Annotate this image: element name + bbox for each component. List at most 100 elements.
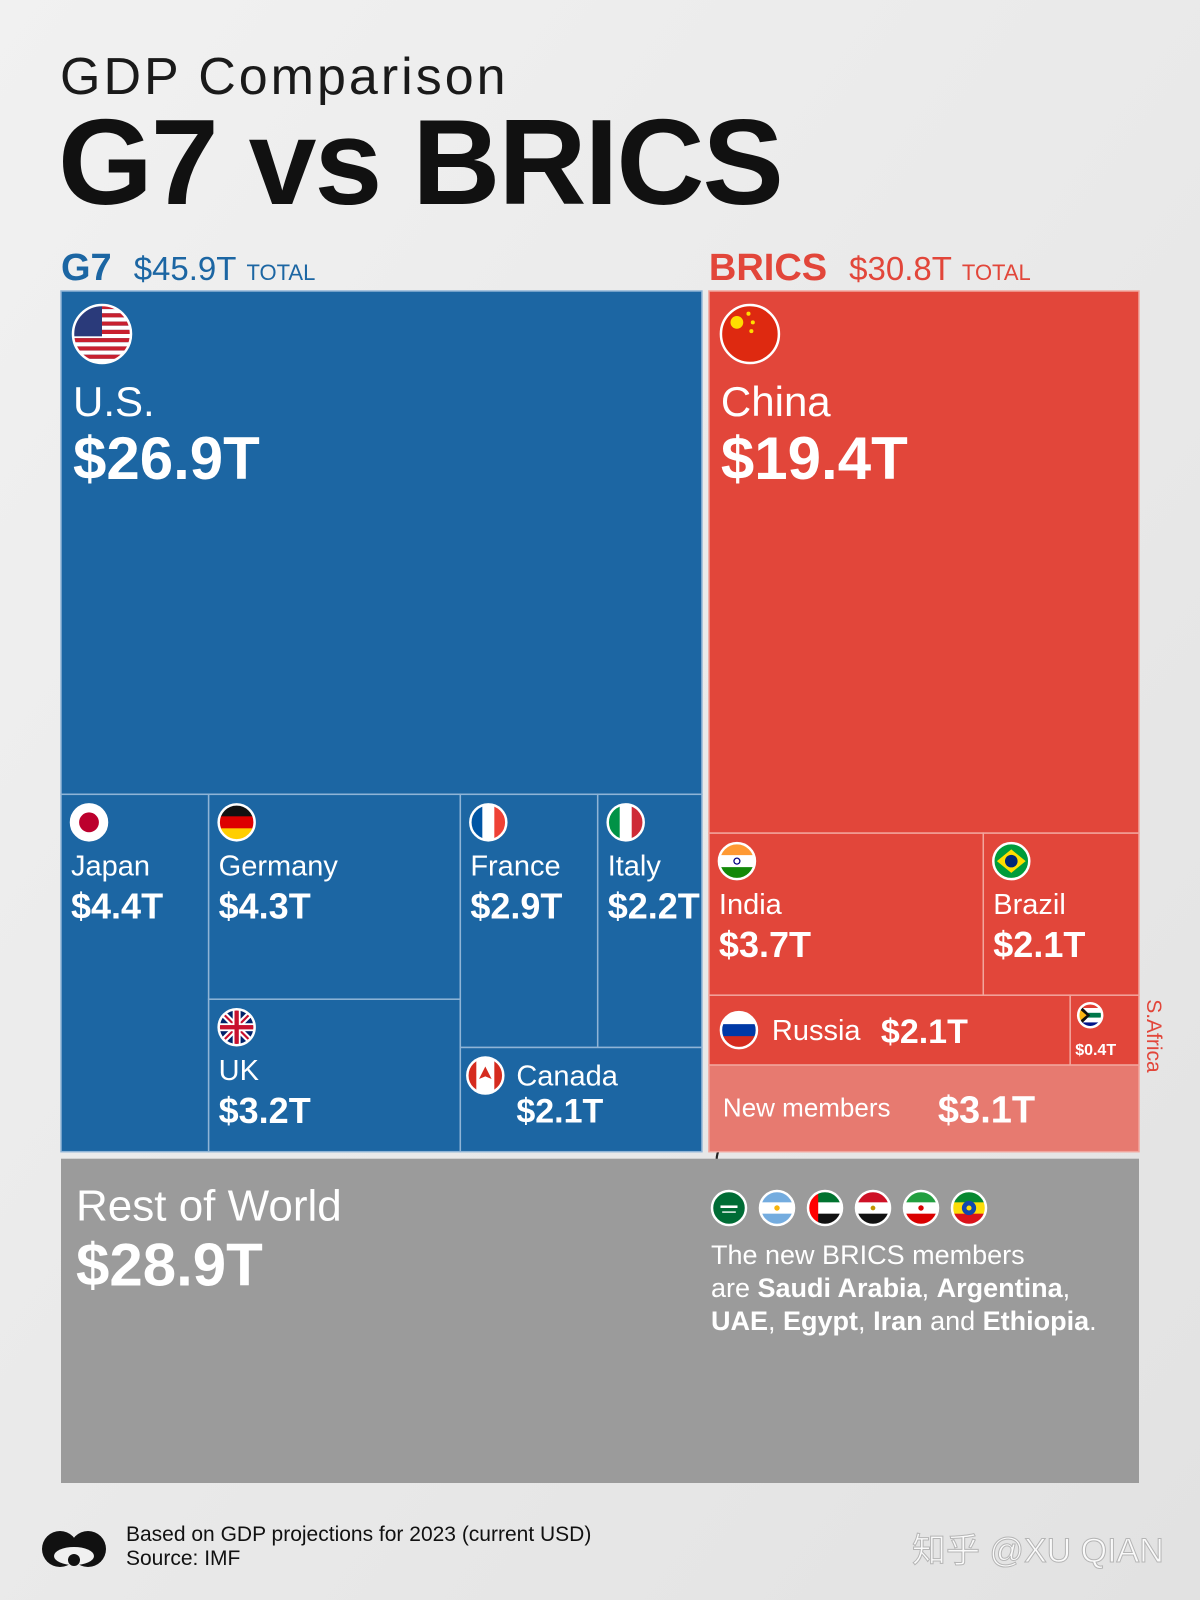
cell-value: $2.1T — [516, 1092, 603, 1130]
flag — [904, 1191, 938, 1225]
cell-value: $2.2T — [608, 885, 700, 926]
footnote: Based on GDP projections for 2023 (curre… — [126, 1523, 591, 1546]
subtitle: GDP Comparison — [60, 48, 509, 106]
cell-value: $2.9T — [470, 885, 562, 926]
flag-part — [760, 1191, 794, 1203]
cell-name: China — [721, 378, 831, 425]
cell-name: New members — [723, 1092, 891, 1122]
flag — [808, 1191, 842, 1225]
note-text: Iran — [873, 1306, 923, 1336]
chart-title: G7 vs BRICS — [58, 94, 782, 230]
flag-ring — [719, 303, 781, 365]
flag-part — [73, 346, 131, 351]
watermark: 知乎 @XU QIAN — [912, 1532, 1164, 1570]
flag-part — [1078, 1003, 1103, 1009]
note-text: , — [922, 1273, 937, 1303]
flag-part — [720, 1205, 738, 1208]
logo — [42, 1531, 106, 1567]
cell-name: Canada — [516, 1060, 618, 1092]
cell-name: Rest of World — [76, 1182, 342, 1231]
flag-part — [485, 1057, 495, 1094]
flag-part — [734, 858, 740, 864]
treemap-cell — [708, 290, 1140, 834]
cell-name: Japan — [71, 850, 150, 882]
flag-ring — [469, 803, 508, 842]
flag-ring — [717, 841, 757, 881]
cell-value: $19.4T — [721, 425, 908, 492]
flag-ring — [806, 1189, 844, 1227]
flag-part — [1078, 1008, 1087, 1023]
flag-ring — [719, 1010, 759, 1050]
cell-value: $2.1T — [881, 1013, 968, 1051]
flag-part — [73, 354, 131, 359]
flag-part — [722, 1211, 736, 1213]
flag-part — [1078, 1008, 1103, 1014]
cell-name: India — [719, 889, 783, 921]
flag-ring — [69, 803, 109, 842]
flag-ring — [950, 1189, 988, 1227]
flag-part — [808, 1191, 819, 1225]
group-header: G7 $45.9T TOTAL — [61, 247, 315, 289]
flag-part — [479, 1066, 492, 1080]
note-text: Argentina — [937, 1273, 1064, 1303]
cell-value: $26.9T — [73, 425, 260, 492]
cell-value: $4.4T — [71, 885, 163, 926]
note-line: are Saudi Arabia, Argentina, — [711, 1273, 1070, 1303]
flag-part — [1078, 1012, 1103, 1019]
treemap-cell — [708, 1064, 1140, 1153]
treemap-cell — [60, 793, 210, 1153]
flag — [720, 305, 779, 363]
cell-value: $4.3T — [219, 885, 311, 926]
note-text: . — [1089, 1306, 1097, 1336]
flag-part — [856, 1191, 890, 1203]
note-text: Egypt — [783, 1306, 858, 1336]
group-name: BRICS — [709, 247, 827, 289]
group-total: $30.8T — [849, 250, 952, 287]
cell-value: $28.9T — [76, 1232, 263, 1299]
note-text: The new BRICS members — [711, 1240, 1025, 1270]
cell-value: $3.7T — [719, 924, 811, 965]
flag-part — [966, 1205, 972, 1211]
flag-ring — [710, 1189, 748, 1227]
note-line: UAE, Egypt, Iran and Ethiopia. — [711, 1306, 1097, 1336]
flag-part — [746, 311, 751, 316]
cell-name: Russia — [772, 1015, 862, 1047]
treemap-cell — [1069, 994, 1140, 1066]
flag — [467, 1057, 504, 1094]
note-line: The new BRICS members — [711, 1240, 1025, 1270]
note-text: Ethiopia — [983, 1306, 1090, 1336]
total-text: TOTAL — [246, 260, 315, 285]
flag-ring — [758, 1189, 796, 1227]
flag-ring — [854, 1189, 892, 1227]
flag-part — [952, 1213, 986, 1225]
flag-part — [79, 812, 99, 833]
flag-part — [619, 804, 633, 841]
flag-part — [1078, 1017, 1103, 1023]
flag — [760, 1191, 794, 1225]
cell-name: Germany — [219, 850, 339, 882]
cell-value: $2.1T — [993, 924, 1085, 965]
flag-part — [749, 329, 754, 334]
flag-part — [870, 1205, 876, 1211]
flag-part — [482, 804, 495, 841]
flag — [856, 1191, 890, 1225]
flag-part — [218, 1025, 255, 1030]
group-header: BRICS $30.8T TOTAL — [709, 247, 1031, 289]
flag-part — [760, 1213, 794, 1225]
flag-part — [750, 320, 755, 325]
cell-name: France — [470, 850, 560, 882]
note-text: , — [858, 1306, 873, 1336]
treemap-cell — [708, 994, 1071, 1066]
note-text: Saudi Arabia — [758, 1273, 923, 1303]
source: Source: IMF — [126, 1547, 240, 1570]
note-text: UAE — [711, 1306, 768, 1336]
cell-name: Italy — [608, 850, 662, 882]
flag — [73, 305, 131, 363]
flag-part — [1078, 1022, 1103, 1028]
flag-part — [808, 1191, 842, 1203]
flag-ring — [71, 303, 133, 365]
note-text: , — [1063, 1273, 1071, 1303]
flag-part — [73, 338, 131, 343]
